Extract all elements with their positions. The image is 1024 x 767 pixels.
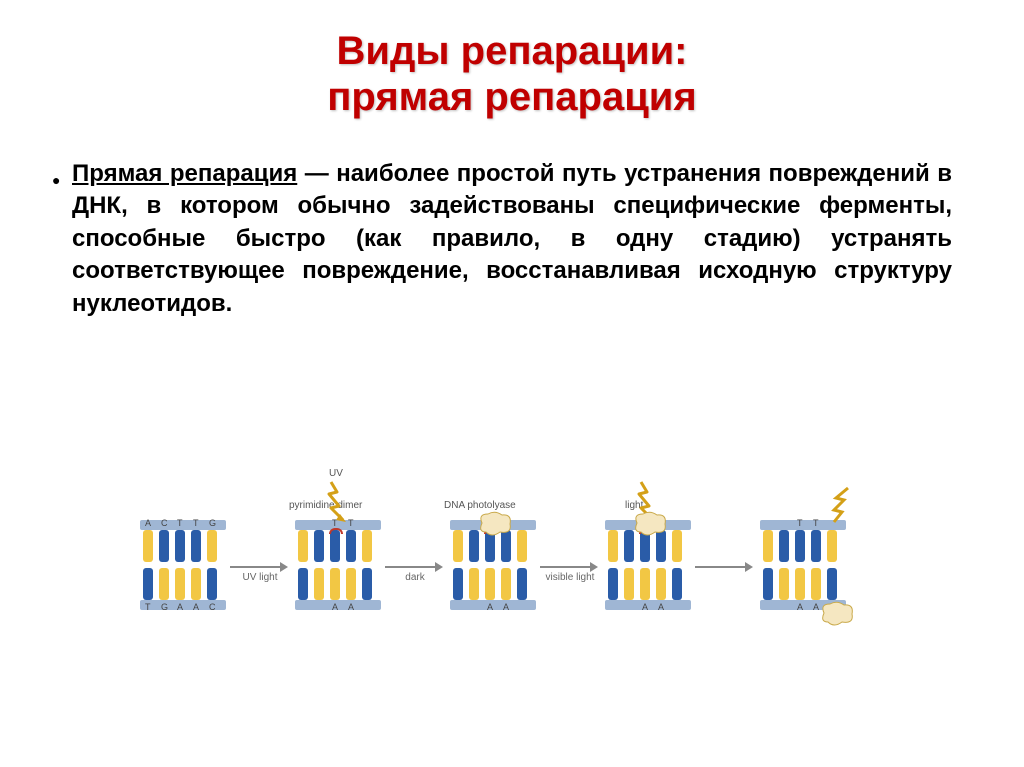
arrow xyxy=(230,560,288,572)
arrow xyxy=(385,560,443,572)
arrow xyxy=(695,560,753,572)
title-line-2: прямая репарация xyxy=(0,74,1024,120)
title-line-1: Виды репарации: xyxy=(0,28,1024,74)
term: Прямая репарация xyxy=(72,160,297,187)
slide-title: Виды репарации: прямая репарация xyxy=(0,0,1024,120)
ray-label: UV xyxy=(329,468,343,479)
dna-stage5: TATA xyxy=(760,520,846,610)
photoreactivation-diagram: ATCGTATAGCTATApyrimidine dimerUVTATADNA … xyxy=(140,480,900,640)
light-ray-icon xyxy=(325,480,355,525)
bullet-dot: ● xyxy=(52,172,60,188)
light-out-icon xyxy=(830,488,860,529)
photolyase-enzyme-icon xyxy=(820,600,854,626)
arrow xyxy=(540,560,598,572)
dna-stage1: ATCGTATAGC xyxy=(140,520,226,610)
arrow-label: dark xyxy=(380,572,450,583)
photolyase-enzyme-icon xyxy=(478,510,512,536)
arrow-label: UV light xyxy=(225,572,295,583)
photolyase-enzyme-icon xyxy=(633,510,667,536)
arrow-label: visible light xyxy=(535,572,605,583)
body-paragraph: Прямая репарация — наиболее простой путь… xyxy=(72,158,952,320)
dna-stage2: TATA xyxy=(295,520,381,610)
